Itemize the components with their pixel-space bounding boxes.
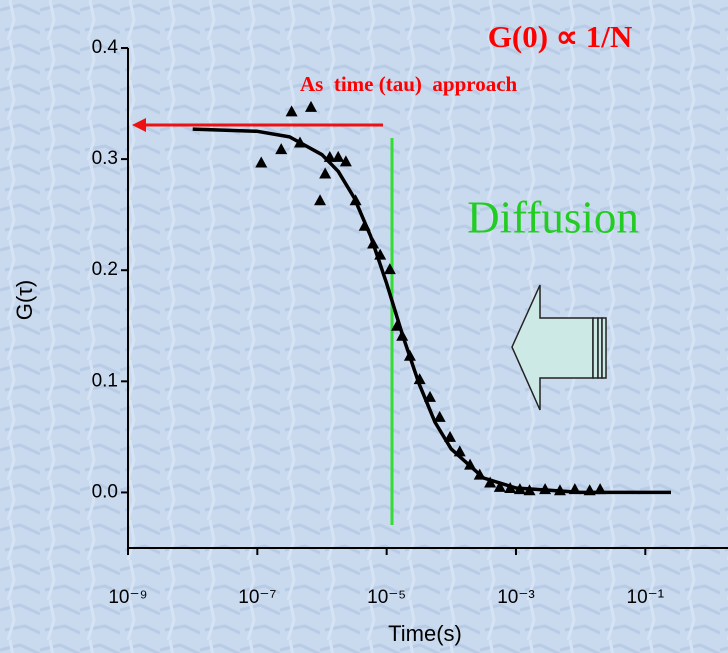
y-axis-label: G(τ) (12, 280, 37, 320)
data-point (319, 167, 332, 179)
data-point (332, 150, 345, 162)
axes (127, 48, 728, 549)
data-point (304, 100, 317, 112)
x-axis-label: Time(s) (388, 621, 462, 646)
data-point (433, 410, 446, 422)
annotation: Diffusion (467, 192, 639, 242)
data-point (493, 480, 506, 492)
data-point (275, 143, 288, 155)
data-point (339, 155, 352, 167)
subtitle: As time (tau) approach (300, 72, 518, 96)
y-tick-label: 0.3 (92, 148, 118, 169)
x-tick-label: 10⁻⁷ (238, 587, 276, 608)
chart-title: G(0) ∝ 1/N (488, 19, 632, 54)
y-tick-label: 0.4 (92, 37, 119, 58)
data-point (314, 194, 327, 206)
data-point (484, 476, 497, 488)
x-tick-label: 10⁻¹ (627, 587, 665, 608)
x-tick-label: 10⁻³ (497, 587, 535, 608)
x-tick-label: 10⁻⁵ (367, 587, 406, 608)
data-point (383, 263, 396, 275)
data-point (255, 156, 268, 168)
y-tick-label: 0.1 (92, 370, 118, 391)
g0-arrow-head (132, 118, 146, 132)
y-tick-label: 0.0 (92, 481, 118, 502)
direction-arrow (511, 284, 607, 411)
data-point (285, 105, 298, 117)
y-tick-label: 0.2 (92, 259, 118, 280)
fit-line (192, 127, 671, 495)
x-tick-label: 10⁻⁹ (108, 587, 147, 608)
